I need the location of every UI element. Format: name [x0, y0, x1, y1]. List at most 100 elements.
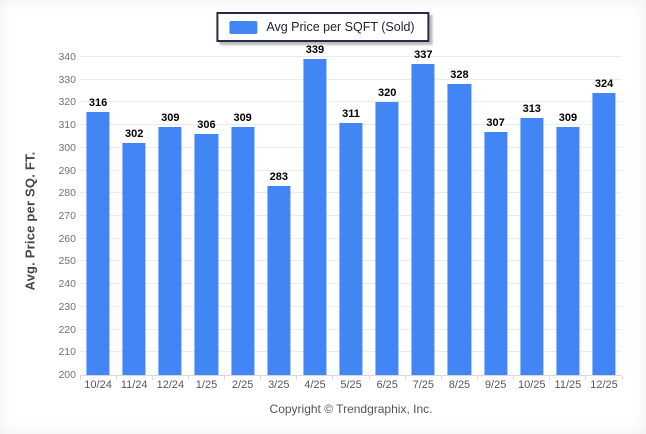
x-tick-label: 3/25 — [268, 379, 290, 391]
bar-slot: 313 — [514, 57, 550, 375]
x-axis-tick-mark — [585, 376, 587, 380]
bar-2/25[interactable] — [231, 127, 255, 375]
bar-slot: 302 — [116, 57, 152, 375]
y-tick-label: 250 — [58, 255, 76, 268]
x-axis-tick-mark — [440, 376, 442, 380]
bar-value-label: 306 — [197, 119, 216, 132]
x-axis-tick-mark — [476, 376, 478, 380]
bar-value-label: 283 — [269, 171, 288, 184]
bar-9/25[interactable] — [484, 131, 508, 375]
x-tick-label: 12/24 — [156, 379, 185, 391]
gridline — [80, 101, 622, 103]
legend: Avg Price per SQFT (Sold) — [216, 12, 430, 42]
bar-8/25[interactable] — [447, 84, 472, 375]
y-tick-label: 260 — [58, 232, 76, 245]
x-axis-tick-mark — [404, 376, 406, 380]
legend-swatch — [229, 20, 258, 34]
y-tick-label: 230 — [58, 300, 76, 313]
x-tick-label: 5/25 — [340, 379, 362, 391]
x-axis-tick-mark — [151, 376, 153, 380]
bar-10/24[interactable] — [86, 111, 110, 375]
bar-slot: 328 — [441, 57, 477, 375]
bar-7/25[interactable] — [411, 63, 435, 375]
bar-value-label: 309 — [161, 112, 180, 125]
bar-10/25[interactable] — [520, 118, 544, 375]
bar-value-label: 316 — [88, 96, 108, 109]
x-axis-tick-mark — [368, 376, 370, 380]
x-axis-tick-mark — [621, 376, 623, 380]
bar-value-label: 311 — [342, 107, 360, 120]
x-tick-label: 1/25 — [195, 379, 218, 391]
x-tick-label: 2/25 — [231, 379, 254, 391]
bar-slot: 337 — [405, 49, 441, 375]
bar-value-label: 307 — [486, 116, 505, 129]
gridline — [80, 56, 622, 57]
x-axis-tick-mark — [549, 376, 551, 380]
bar-slot: 324 — [586, 57, 622, 375]
y-tick-label: 320 — [58, 96, 76, 109]
y-tick-label: 300 — [58, 141, 76, 154]
bar-value-label: 328 — [450, 69, 469, 82]
bar-slot: 307 — [478, 57, 514, 375]
copyright-text: Copyright © Trendgraphix, Inc. — [269, 402, 433, 416]
x-tick-label: 4/25 — [304, 379, 326, 391]
bar-slot: 309 — [225, 57, 261, 375]
bar-slot: 320 — [369, 57, 405, 375]
bar-value-label: 324 — [594, 78, 614, 91]
bar-slot: 339 — [297, 44, 333, 375]
gridline — [80, 78, 622, 80]
bar-value-label: 313 — [522, 103, 541, 116]
bar-12/24[interactable] — [158, 127, 182, 375]
x-tick-label: 6/25 — [376, 379, 398, 391]
y-tick-label: 200 — [58, 369, 76, 381]
x-axis-tick-labels: 10/24 11/24 12/24 1/25 2/25 3/25 4/25 5/25 6/25 7… — [80, 379, 622, 391]
bar-6/25[interactable] — [375, 102, 399, 375]
bar-5/25[interactable] — [339, 122, 363, 375]
bar-4/25[interactable] — [303, 59, 327, 375]
x-axis-tick-mark — [79, 376, 81, 380]
x-axis-tick-mark — [296, 376, 298, 380]
y-tick-label: 210 — [58, 346, 76, 359]
x-axis-line — [80, 375, 622, 376]
x-tick-label: 11/25 — [554, 379, 582, 391]
bar-11/24[interactable] — [122, 143, 146, 375]
bar-12/25[interactable] — [592, 93, 616, 375]
bar-slot: 316 — [80, 57, 116, 375]
legend-label: Avg Price per SQFT (Sold) — [266, 20, 415, 34]
x-axis-tick-mark — [260, 376, 262, 380]
bar-11/25[interactable] — [556, 127, 580, 375]
bar-slot: 309 — [550, 57, 586, 375]
x-tick-label: 9/25 — [484, 379, 507, 391]
y-tick-label: 240 — [58, 278, 76, 291]
y-tick-label: 280 — [58, 187, 76, 200]
y-tick-label: 270 — [58, 210, 76, 222]
x-tick-label: 10/25 — [517, 379, 546, 391]
x-axis-tick-mark — [115, 376, 117, 380]
x-axis-tick-mark — [332, 376, 334, 380]
bar-slot: 309 — [152, 57, 188, 375]
bar-3/25[interactable] — [267, 186, 291, 375]
bar-slot: 311 — [333, 57, 369, 375]
bar-value-label: 309 — [233, 112, 252, 125]
bar-value-label: 309 — [558, 112, 578, 125]
x-axis-tick-mark — [224, 376, 226, 380]
x-tick-label: 11/24 — [120, 379, 148, 391]
y-tick-label: 340 — [58, 51, 76, 63]
x-tick-label: 10/24 — [84, 379, 112, 391]
y-tick-label: 290 — [58, 164, 76, 177]
bar-value-label: 337 — [414, 48, 433, 61]
y-axis-tick-labels: 200 210 220 230 240 250 260 270 280 290 300 310 320 3… — [40, 51, 76, 381]
y-tick-label: 330 — [58, 73, 76, 86]
y-axis-title: Avg. Price per SQ. FT. — [22, 151, 38, 291]
x-axis-tick-mark — [513, 376, 515, 380]
bars: 316 302 309 306 309 283 339 311 320 337 328 307 313 3… — [80, 44, 622, 375]
bar-slot: 283 — [261, 57, 297, 375]
bar-value-label: 320 — [378, 87, 397, 100]
y-tick-label: 220 — [58, 323, 76, 336]
x-tick-label: 12/25 — [590, 379, 618, 391]
plot-area: 316 302 309 306 309 283 339 311 320 337 328 307 313 3… — [79, 44, 623, 380]
y-tick-label: 310 — [58, 119, 76, 132]
bar-slot: 306 — [188, 57, 224, 375]
bar-1/25[interactable] — [194, 134, 219, 375]
